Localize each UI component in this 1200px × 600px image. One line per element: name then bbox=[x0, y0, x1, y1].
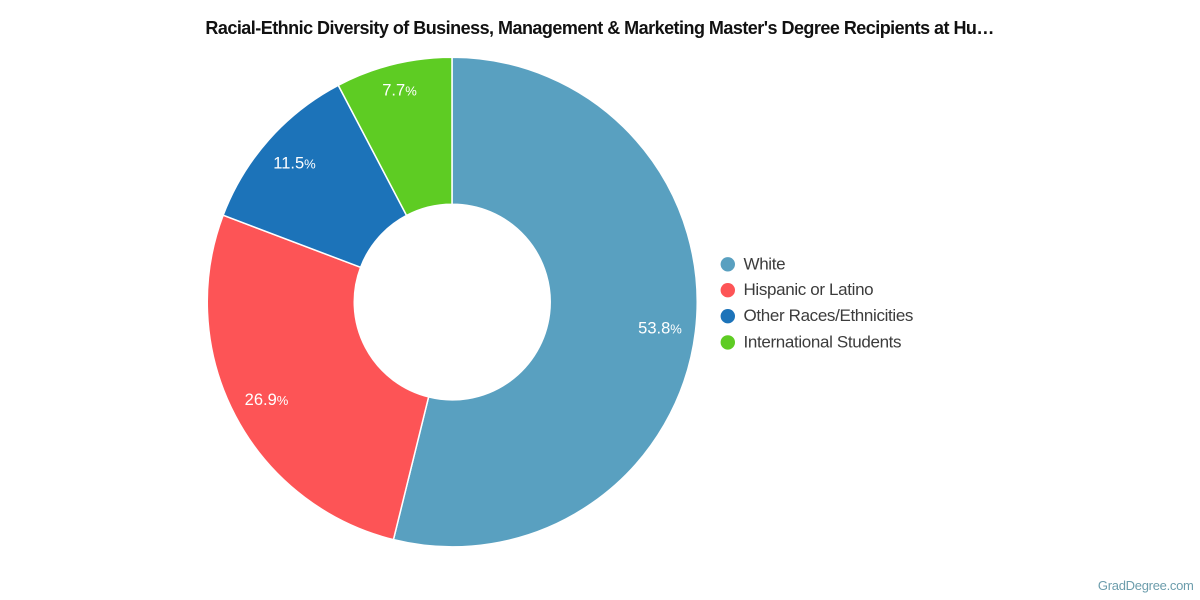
svg-text:Other Races/Ethnicities: Other Races/Ethnicities bbox=[744, 306, 914, 325]
svg-text:11.5%: 11.5% bbox=[273, 154, 316, 172]
svg-text:International Students: International Students bbox=[744, 332, 902, 351]
svg-text:53.8%: 53.8% bbox=[638, 320, 682, 338]
svg-text:GradDegree.com: GradDegree.com bbox=[1098, 578, 1194, 593]
svg-text:Hispanic or Latino: Hispanic or Latino bbox=[744, 280, 874, 299]
svg-text:White: White bbox=[744, 254, 786, 273]
svg-text:Racial-Ethnic Diversity of Bus: Racial-Ethnic Diversity of Business, Man… bbox=[205, 18, 994, 38]
svg-text:7.7%: 7.7% bbox=[382, 81, 417, 99]
svg-text:26.9%: 26.9% bbox=[245, 391, 289, 409]
